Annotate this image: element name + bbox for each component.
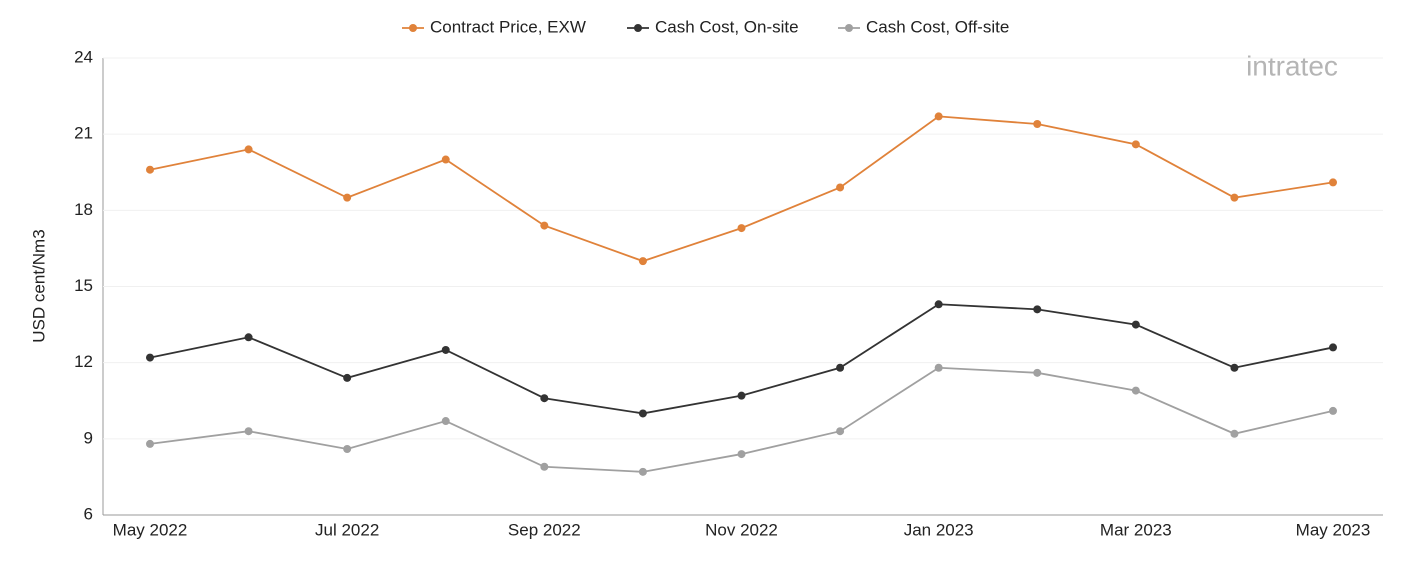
legend-label: Contract Price, EXW: [430, 17, 586, 36]
x-tick-label: May 2023: [1296, 520, 1371, 539]
y-axis-label: USD cent/Nm3: [29, 229, 48, 342]
data-point: [244, 333, 253, 342]
legend-item: Cash Cost, On-site: [627, 17, 799, 36]
series-line: [149, 115, 1334, 263]
x-tick-label: Jan 2023: [904, 520, 974, 539]
data-point: [244, 427, 253, 436]
data-point: [146, 353, 154, 362]
legend-marker: [845, 24, 853, 32]
y-tick-label: 12: [74, 352, 93, 371]
data-point: [934, 112, 943, 121]
data-point: [836, 183, 845, 192]
data-point: [1033, 120, 1042, 129]
data-point: [244, 145, 253, 154]
data-point: [1230, 363, 1239, 372]
data-point: [441, 345, 450, 354]
legend-label: Cash Cost, Off-site: [866, 17, 1009, 36]
data-point: [343, 373, 352, 382]
data-point: [1033, 305, 1042, 314]
data-point: [934, 300, 943, 309]
y-tick-label: 15: [74, 276, 93, 295]
data-point: [1230, 429, 1239, 438]
data-point: [441, 417, 450, 426]
data-point: [540, 394, 549, 403]
data-point: [836, 363, 845, 372]
legend-item: Cash Cost, Off-site: [838, 17, 1009, 36]
legend-label: Cash Cost, On-site: [655, 17, 799, 36]
data-point: [638, 467, 647, 476]
data-point: [1329, 178, 1337, 187]
legend-item: Contract Price, EXW: [402, 17, 586, 36]
data-point: [540, 462, 549, 471]
data-point: [1329, 406, 1337, 415]
data-point: [441, 155, 450, 164]
x-tick-label: Sep 2022: [508, 520, 581, 539]
y-tick-label: 9: [84, 428, 93, 447]
data-point: [1131, 320, 1140, 329]
legend-marker: [409, 24, 417, 32]
y-tick-label: 24: [74, 47, 93, 66]
y-tick-label: 18: [74, 200, 93, 219]
data-point: [1131, 386, 1140, 395]
y-tick-label: 21: [74, 124, 93, 143]
y-tick-label: 6: [84, 504, 93, 523]
data-point: [1131, 140, 1140, 149]
legend-marker: [634, 24, 642, 32]
x-tick-label: Mar 2023: [1100, 520, 1172, 539]
data-point: [1329, 343, 1337, 352]
x-tick-label: Nov 2022: [705, 520, 778, 539]
data-point: [638, 409, 647, 418]
data-point: [737, 224, 746, 233]
data-point: [934, 363, 943, 372]
data-point: [343, 444, 352, 453]
x-tick-label: May 2022: [113, 520, 188, 539]
data-point: [1230, 193, 1239, 202]
x-tick-label: Jul 2022: [315, 520, 379, 539]
data-point: [836, 427, 845, 436]
data-point: [737, 450, 746, 459]
data-point: [1033, 368, 1042, 377]
watermark: intratec: [1246, 50, 1338, 81]
data-point: [540, 221, 549, 230]
data-point: [146, 439, 154, 448]
data-point: [343, 193, 352, 202]
data-point: [146, 165, 154, 174]
data-point: [638, 257, 647, 266]
data-point: [737, 391, 746, 400]
